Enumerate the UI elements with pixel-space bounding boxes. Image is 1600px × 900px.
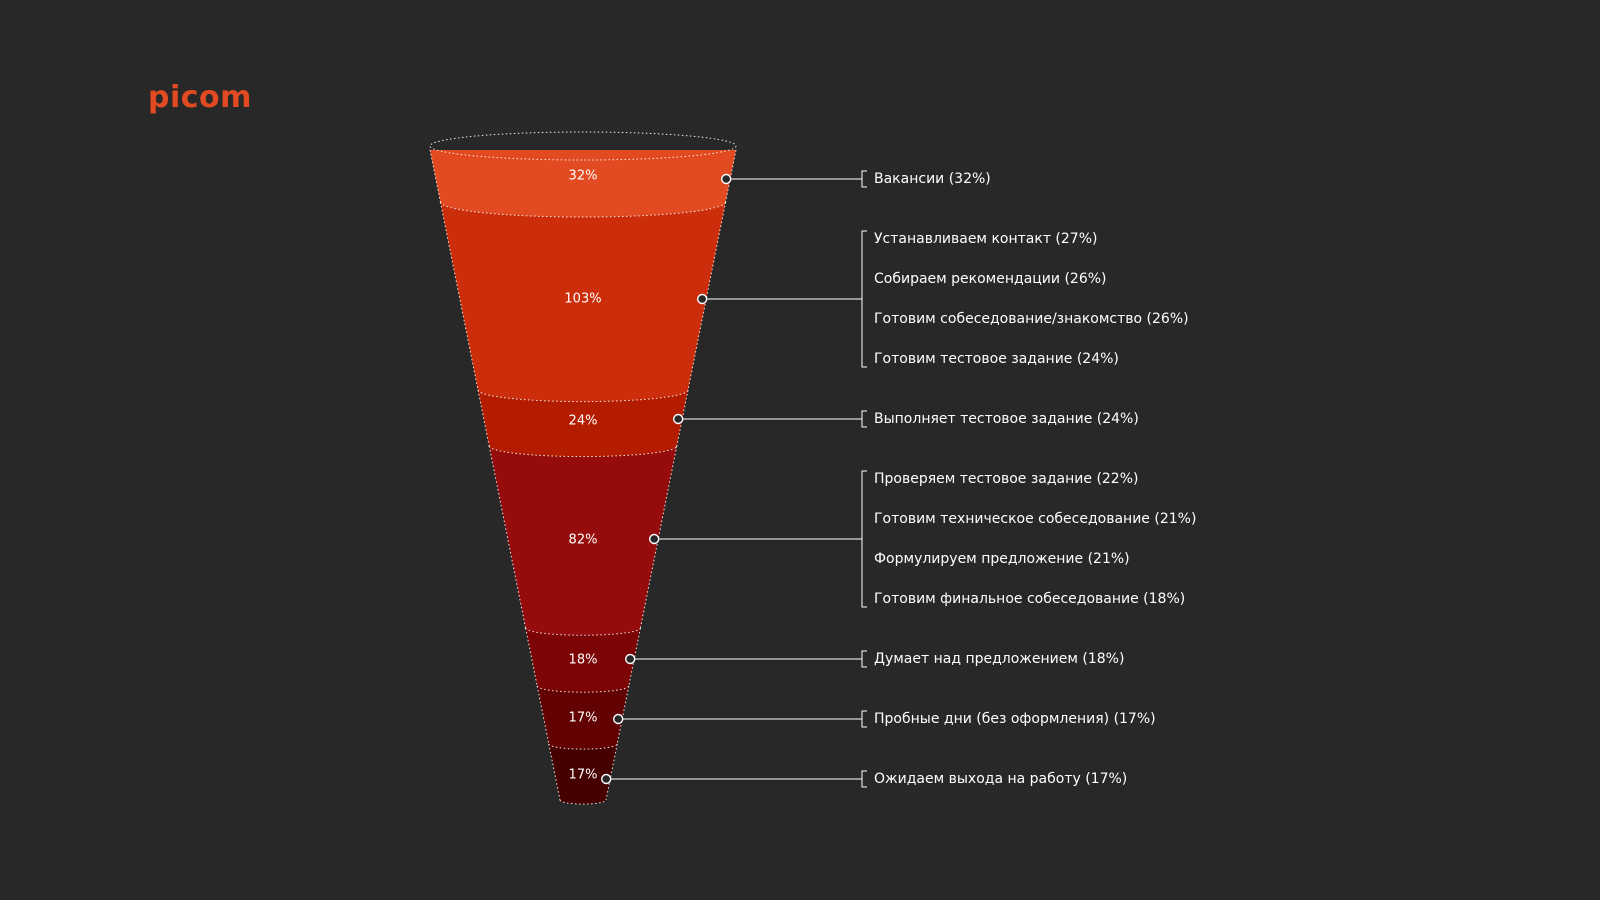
legend-item: Формулируем предложение (21%) [874, 551, 1130, 567]
legend-item: Готовим финальное собеседование (18%) [874, 591, 1185, 607]
picom-logo: picom [148, 80, 252, 115]
legend-item: Готовим собеседование/знакомство (26%) [874, 311, 1189, 327]
legend-bracket [861, 710, 867, 728]
funnel-seam [477, 389, 689, 403]
legend-bracket [861, 410, 867, 428]
legend-item: Выполняет тестовое задание (24%) [874, 411, 1139, 427]
funnel-side [548, 743, 561, 801]
segment-value-label: 103% [564, 292, 601, 307]
funnel-side [616, 685, 630, 745]
funnel-side [525, 627, 538, 687]
legend-bracket [861, 470, 867, 608]
segment-value-label: 24% [569, 414, 598, 429]
funnel-side [725, 149, 737, 203]
legend-bracket [861, 770, 867, 788]
funnel-segment [478, 390, 688, 457]
segment-value-label: 18% [569, 653, 598, 668]
funnel-side [488, 445, 527, 629]
funnel-segment [525, 628, 641, 693]
funnel-side [605, 743, 618, 801]
funnel-side [429, 149, 441, 203]
funnel-segment [537, 686, 629, 750]
funnel-side [628, 627, 641, 687]
funnel-side [477, 389, 490, 447]
legend-item: Думает над предложением (18%) [874, 651, 1124, 667]
connector-dot [649, 533, 660, 545]
legend-item: Собираем рекомендации (26%) [874, 271, 1107, 287]
legend-item: Вакансии (32%) [874, 171, 991, 187]
legend-item: Проверяем тестовое задание (22%) [874, 471, 1138, 487]
legend-item: Пробные дни (без оформления) (17%) [874, 711, 1156, 727]
funnel-side [536, 685, 550, 745]
funnel-seam [536, 685, 630, 693]
funnel-segment [430, 150, 736, 218]
funnel-segment [489, 446, 677, 636]
legend-item: Готовим техническое собеседование (21%) [874, 511, 1196, 527]
funnel-segment [440, 202, 726, 402]
connector-dot [601, 773, 612, 785]
legend-item: Устанавливаем контакт (27%) [874, 231, 1097, 247]
legend-bracket [861, 230, 867, 368]
funnel-seam [439, 201, 727, 218]
connector-dot [625, 653, 636, 665]
segment-value-label: 82% [569, 533, 598, 548]
segment-value-label: 32% [569, 169, 598, 184]
funnel-seam [548, 743, 618, 750]
connector-dot [673, 413, 684, 425]
funnel-seam [559, 799, 607, 805]
connector-dot [613, 713, 624, 725]
legend-item: Готовим тестовое задание (24%) [874, 351, 1119, 367]
segment-value-label: 17% [569, 768, 598, 783]
funnel-segment [548, 744, 618, 805]
connector-dot [697, 293, 708, 305]
segment-value-label: 17% [569, 711, 598, 726]
legend-bracket [861, 650, 867, 668]
legend-bracket [861, 170, 867, 188]
funnel-rim [429, 131, 737, 161]
connector-dot [721, 173, 732, 185]
legend-item: Ожидаем выхода на работу (17%) [874, 771, 1127, 787]
